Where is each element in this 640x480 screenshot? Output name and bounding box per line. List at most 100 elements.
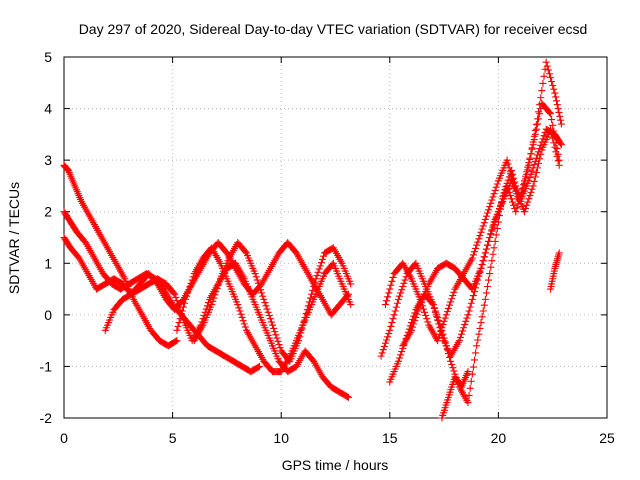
data-point [495, 204, 503, 212]
data-point [261, 299, 269, 307]
data-point [497, 201, 505, 209]
x-tick-label: 10 [273, 430, 289, 446]
data-point [549, 121, 557, 129]
data-point [512, 182, 520, 190]
data-point [431, 307, 439, 315]
data-point [510, 174, 518, 182]
data-point [449, 364, 457, 372]
data-point [479, 307, 487, 315]
data-point [429, 301, 437, 309]
data-point [535, 159, 543, 167]
data-point [173, 326, 181, 334]
data-point [434, 337, 442, 345]
data-point [529, 141, 537, 149]
data-point [491, 217, 499, 225]
data-point [444, 304, 452, 312]
data-point [255, 362, 263, 370]
data-point [485, 237, 493, 245]
data-point [478, 261, 486, 269]
data-point [467, 377, 475, 385]
data-point [188, 276, 196, 284]
data-point [440, 334, 448, 342]
data-point [399, 282, 407, 290]
data-point [401, 276, 409, 284]
data-point [518, 185, 526, 193]
data-points [60, 58, 565, 422]
data-point [509, 198, 517, 206]
data-point [345, 393, 353, 401]
data-point [396, 292, 404, 300]
data-point [481, 249, 489, 257]
data-point [533, 151, 541, 159]
data-point [314, 268, 322, 276]
data-point [489, 224, 497, 232]
data-point [434, 313, 442, 321]
data-point [531, 173, 539, 181]
y-tick-label: 5 [44, 49, 52, 65]
data-point [211, 291, 219, 299]
data-point [480, 301, 488, 309]
data-point [478, 225, 486, 233]
data-point [172, 337, 180, 345]
data-point [507, 195, 515, 203]
data-point [538, 87, 546, 95]
data-point [522, 204, 530, 212]
data-point [528, 167, 536, 175]
data-point [527, 150, 535, 158]
data-point [315, 265, 323, 273]
data-point [542, 58, 550, 66]
data-point [259, 292, 267, 300]
data-point [442, 342, 450, 350]
data-point [383, 336, 391, 344]
data-point [482, 289, 490, 297]
data-point [253, 276, 261, 284]
data-point [181, 299, 189, 307]
plot-frame [63, 56, 608, 419]
data-point [312, 275, 320, 283]
data-point [487, 199, 495, 207]
data-point [378, 349, 386, 357]
data-point [494, 218, 502, 226]
data-point [522, 172, 530, 180]
data-point [390, 311, 398, 319]
data-point [397, 289, 405, 297]
data-point [484, 209, 492, 217]
data-point [494, 208, 502, 216]
data-point [438, 326, 446, 334]
data-point [274, 337, 282, 345]
data-point [343, 393, 351, 401]
series-track-g [377, 125, 565, 360]
data-point [553, 101, 561, 109]
data-point [511, 178, 519, 186]
data-point [471, 248, 479, 256]
data-point [519, 181, 527, 189]
data-point [468, 254, 476, 262]
data-point [396, 354, 404, 362]
data-point [547, 74, 555, 82]
data-point [533, 164, 541, 172]
data-point [236, 307, 244, 315]
data-point [461, 321, 469, 329]
data-point [457, 330, 465, 338]
data-point [466, 384, 474, 392]
data-point [526, 174, 534, 182]
data-point [443, 308, 451, 316]
data-point [523, 201, 531, 209]
data-point [504, 176, 512, 184]
x-tick-label: 5 [169, 430, 177, 446]
data-point [490, 244, 498, 252]
data-point [477, 228, 485, 236]
data-point [557, 120, 565, 128]
data-point [550, 127, 558, 135]
data-point [532, 125, 540, 133]
data-point [413, 310, 421, 318]
data-point [543, 62, 551, 70]
data-point [475, 330, 483, 338]
series-track-l [547, 249, 563, 293]
data-point [500, 192, 508, 200]
data-point [385, 330, 393, 338]
data-point [412, 313, 420, 321]
data-point [487, 263, 495, 271]
data-point [400, 279, 408, 287]
data-point [530, 177, 538, 185]
